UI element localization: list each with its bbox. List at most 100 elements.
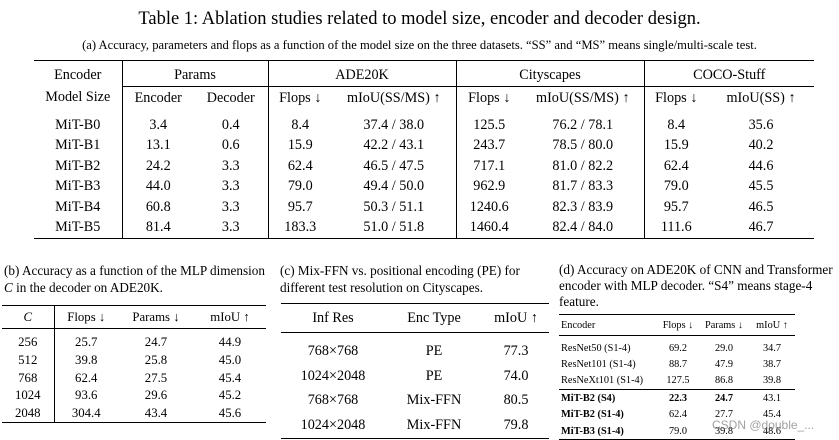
table-title: Table 1: Ablation studies related to mod… <box>138 9 701 29</box>
table-cell: 51.0 / 51.8 <box>363 219 425 236</box>
header-sub: Decoder <box>194 86 268 109</box>
table-cell: 3.3 <box>221 157 240 174</box>
table-cell: ResNeXt101 (S1-4) <box>561 375 644 387</box>
table-cell: MiT-B2 (S4) <box>559 389 657 407</box>
table-cell: 48.6 <box>762 425 782 437</box>
table-a-caption: (a) Accuracy, parameters and flops as a … <box>82 38 757 52</box>
header-ade20k: ADE20K <box>267 60 456 87</box>
table-c: Inf Res Enc Type mIoU ↑ 768×768 PE 77.3 102… <box>281 303 549 439</box>
table-cell: 15.9 <box>643 135 708 156</box>
table-cell: 62.4 <box>643 156 708 177</box>
table-cell: 45.5 <box>748 178 774 195</box>
header-miou: mIoU ↑ <box>749 314 795 336</box>
table-c-caption: (c) Mix-FFN vs. positional encoding (PE)… <box>280 263 520 295</box>
table-cell: 8.4 <box>267 109 332 136</box>
header-encoder: Encoder <box>54 66 102 83</box>
header-enc-type: Enc Type <box>385 303 483 333</box>
table-row: 512 39.8 25.8 45.0 <box>2 351 266 370</box>
table-cell: 77.3 <box>503 342 529 359</box>
header-params: Params <box>121 60 268 87</box>
table-cell: 111.6 <box>643 217 708 239</box>
table-cell: MiT-B3 <box>55 178 101 195</box>
header-encoder: Encoder <box>559 314 657 336</box>
table-cell: PE <box>425 342 443 359</box>
table-cell: 44.6 <box>748 157 774 174</box>
header-flops: Flops ↓ <box>657 314 699 336</box>
header-sub: Flops ↓ <box>267 86 332 109</box>
table-cell: 76.2 / 78.1 <box>552 116 614 133</box>
header-sub: Model Size <box>45 89 111 106</box>
table-cell: 3.3 <box>221 198 240 215</box>
table-cell: 45.2 <box>218 388 242 403</box>
table-cell: 1024×2048 <box>300 367 366 384</box>
table-cell: 60.8 <box>121 197 194 218</box>
table-cell: 127.5 <box>666 375 690 387</box>
table-cell: 768×768 <box>307 392 359 409</box>
header-sub: mIoU(SS/MS) ↑ <box>332 86 456 109</box>
table-cell: 81.0 / 82.2 <box>552 157 614 174</box>
header-inf-res: Inf Res <box>281 303 385 333</box>
table-cell: 0.4 <box>221 116 240 133</box>
table-cell: PE <box>425 367 443 384</box>
header-sub: Flops ↓ <box>455 86 522 109</box>
header-miou: mIoU ↑ <box>483 303 549 333</box>
table-cell: 42.2 / 43.1 <box>363 137 425 154</box>
table-cell: 125.5 <box>455 109 522 136</box>
table-cell: 27.7 <box>714 409 734 421</box>
table-cell: 512 <box>2 351 55 370</box>
table-cell: 304.4 <box>71 406 101 421</box>
table-cell: 86.8 <box>714 375 734 387</box>
table-cell: 47.9 <box>714 359 734 371</box>
table-cell: ResNet50 (S1-4) <box>561 342 631 354</box>
table-cell: 46.7 <box>748 219 774 236</box>
table-row: 1024×2048 Mix-FFN 79.8 <box>281 413 549 439</box>
table-cell: 38.7 <box>762 359 782 371</box>
table-cell: 29.6 <box>144 388 168 403</box>
table-cell: 25.7 <box>75 335 98 350</box>
table-cell: 27.5 <box>144 370 168 385</box>
table-cell: 82.3 / 83.9 <box>552 198 614 215</box>
watermark: CSDN @double_... <box>712 418 815 432</box>
table-cell: 3.3 <box>221 178 240 195</box>
table-cell: 1024 <box>2 387 55 405</box>
table-cell: 50.3 / 51.1 <box>363 198 425 215</box>
table-cell: MiT-B1 <box>55 137 101 154</box>
table-cell: 962.9 <box>455 176 522 197</box>
table-cell: 13.1 <box>121 135 194 156</box>
header-cityscapes: Cityscapes <box>455 60 644 87</box>
table-row: 768×768 PE 77.3 <box>281 333 549 364</box>
table-cell: ResNet101 (S1-4) <box>561 359 636 371</box>
table-cell: 62.4 <box>267 156 332 177</box>
table-row: MiT-B1 13.1 0.6 15.9 42.2 / 43.1 243.7 78.5 / … <box>34 135 814 156</box>
table-cell: 45.4 <box>218 370 242 385</box>
table-cell: MiT-B5 <box>55 219 101 236</box>
table-cell: 29.0 <box>714 342 734 354</box>
table-cell: 79.0 <box>643 176 708 197</box>
table-cell: 243.7 <box>455 135 522 156</box>
table-cell: 37.4 / 38.0 <box>363 116 425 133</box>
header-sub: mIoU(SS) ↑ <box>708 86 814 109</box>
table-cell: 46.5 / 47.5 <box>363 157 425 174</box>
header-flops: Flops ↓ <box>54 305 118 329</box>
header-params: Params ↓ <box>118 305 194 329</box>
table-cell: 44.9 <box>218 335 242 350</box>
table-cell: 44.0 <box>121 176 194 197</box>
table-b-caption: (b) Accuracy as a function of the MLP di… <box>4 263 265 295</box>
table-cell: 45.0 <box>218 353 242 368</box>
table-cell: 74.0 <box>503 367 529 384</box>
table-cell: 93.6 <box>75 388 98 403</box>
table-cell: 81.7 / 83.3 <box>552 178 614 195</box>
table-cell: MiT-B3 (S1-4) <box>561 425 624 437</box>
table-row: MiT-B2 (S1-4) 62.4 27.7 45.4 <box>559 407 795 423</box>
table-cell: 62.4 <box>75 370 98 385</box>
table-cell: 183.3 <box>267 217 332 239</box>
table-cell: 45.4 <box>762 409 782 421</box>
table-cell: 15.9 <box>267 135 332 156</box>
table-row: ResNet101 (S1-4) 88.7 47.9 38.7 <box>559 356 795 372</box>
table-cell: 62.4 <box>668 409 688 421</box>
table-cell: 39.8 <box>75 353 98 368</box>
table-cell: 24.2 <box>121 156 194 177</box>
table-row: MiT-B5 81.4 3.3 183.3 51.0 / 51.8 1460.4 82.4 … <box>34 217 814 239</box>
header-c: C <box>23 309 33 324</box>
table-row: MiT-B0 3.4 0.4 8.4 37.4 / 38.0 125.5 76.2 / 78… <box>34 109 814 136</box>
